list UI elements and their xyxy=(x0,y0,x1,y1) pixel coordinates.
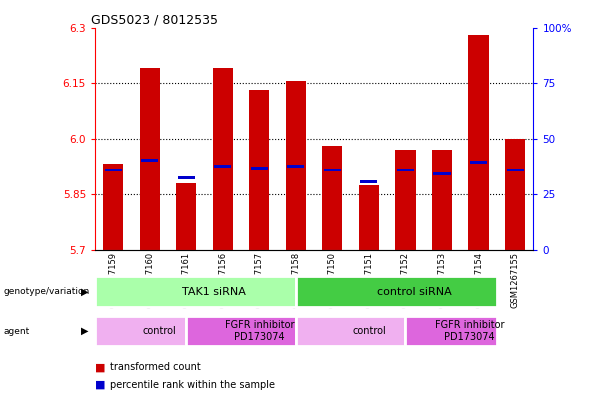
Bar xyxy=(249,90,270,250)
Bar xyxy=(251,167,268,170)
Text: GDS5023 / 8012535: GDS5023 / 8012535 xyxy=(91,13,218,26)
Bar xyxy=(468,35,489,250)
Text: agent: agent xyxy=(3,327,29,336)
Bar xyxy=(95,276,296,307)
Bar xyxy=(141,159,158,162)
Text: ■: ■ xyxy=(95,362,105,373)
Text: transformed count: transformed count xyxy=(110,362,201,373)
Text: ▶: ▶ xyxy=(82,326,89,336)
Text: FGFR inhibitor
PD173074: FGFR inhibitor PD173074 xyxy=(435,320,504,342)
Bar xyxy=(178,176,195,179)
Bar xyxy=(103,164,123,250)
Text: ▶: ▶ xyxy=(82,287,89,297)
Bar xyxy=(360,180,378,183)
Text: control: control xyxy=(142,326,176,336)
Text: percentile rank within the sample: percentile rank within the sample xyxy=(110,380,275,390)
Bar xyxy=(506,169,524,171)
Bar xyxy=(177,183,196,250)
Bar xyxy=(213,68,233,250)
Bar xyxy=(322,146,343,250)
Text: control siRNA: control siRNA xyxy=(377,287,452,297)
Text: control: control xyxy=(352,326,386,336)
Bar xyxy=(470,161,487,164)
Bar xyxy=(433,172,451,175)
Bar xyxy=(359,185,379,250)
Bar xyxy=(505,138,525,250)
Bar xyxy=(186,316,296,347)
Bar xyxy=(395,150,416,250)
Bar xyxy=(296,316,405,347)
Bar xyxy=(397,169,414,171)
Bar xyxy=(405,316,497,347)
Bar xyxy=(324,169,341,171)
Bar xyxy=(95,316,186,347)
Text: FGFR inhibitor
PD173074: FGFR inhibitor PD173074 xyxy=(224,320,294,342)
Bar xyxy=(286,81,306,250)
Bar xyxy=(105,169,122,171)
Bar xyxy=(140,68,160,250)
Text: genotype/variation: genotype/variation xyxy=(3,287,89,296)
Text: TAK1 siRNA: TAK1 siRNA xyxy=(182,287,246,297)
Bar xyxy=(287,165,305,168)
Bar xyxy=(432,150,452,250)
Text: ■: ■ xyxy=(95,380,105,390)
Bar xyxy=(215,165,231,168)
Bar xyxy=(296,276,497,307)
